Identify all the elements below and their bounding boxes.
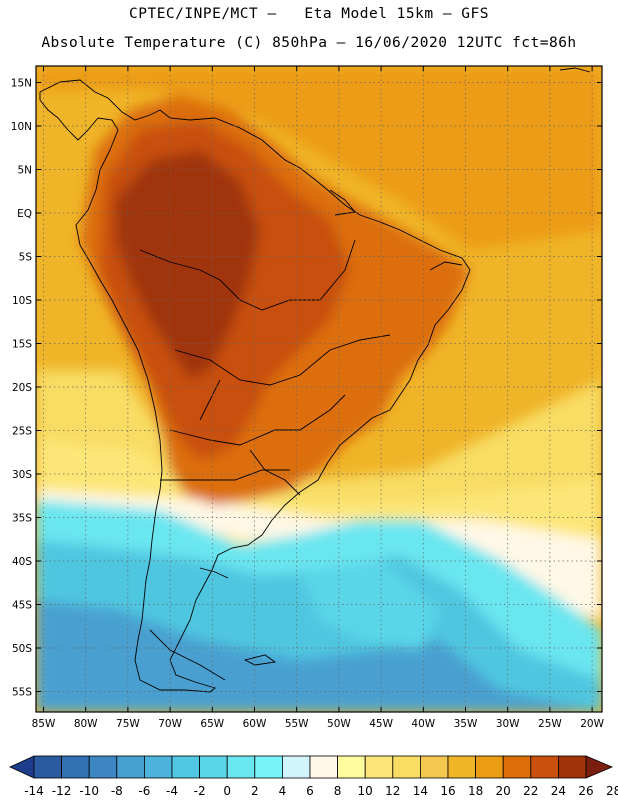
lon-label: 55W bbox=[285, 718, 309, 730]
colorbar-arrow-low bbox=[9, 755, 35, 779]
lon-label: 35W bbox=[454, 718, 478, 730]
colorbar-swatch bbox=[309, 755, 339, 779]
lon-label: 45W bbox=[369, 718, 393, 730]
colorbar-swatch bbox=[447, 755, 477, 779]
temperature-field bbox=[36, 66, 602, 712]
colorbar-swatch bbox=[558, 755, 587, 779]
colorbar-label: -2 bbox=[194, 784, 206, 798]
colorbar-swatch bbox=[88, 755, 118, 779]
title-line-1: CPTEC/INPE/MCT – Eta Model 15km – GFS bbox=[129, 6, 489, 22]
lon-label: 25W bbox=[538, 718, 562, 730]
colorbar-swatch bbox=[143, 755, 173, 779]
colorbar-swatch bbox=[281, 755, 311, 779]
colorbar-label: 24 bbox=[551, 784, 566, 798]
colorbar-swatch bbox=[337, 755, 366, 779]
colorbar-swatch bbox=[61, 755, 90, 779]
lat-label: 30S bbox=[12, 469, 32, 481]
lat-label: 40S bbox=[12, 556, 32, 568]
lat-label: 45S bbox=[12, 600, 32, 612]
colorbar-label: 12 bbox=[385, 784, 400, 798]
colorbar-label: -10 bbox=[79, 784, 99, 798]
colorbar-label: 18 bbox=[468, 784, 483, 798]
lat-label: EQ bbox=[17, 208, 32, 220]
longitude-axis: 85W 80W 75W 70W 65W 60W 55W 50W 45W 40W 35W 30W 25W 2… bbox=[32, 66, 605, 730]
colorbar-label: 8 bbox=[334, 784, 342, 798]
colorbar-label: 14 bbox=[413, 784, 428, 798]
colorbar-label: 2 bbox=[251, 784, 259, 798]
lat-label: 5N bbox=[17, 165, 32, 177]
lon-label: 80W bbox=[74, 718, 98, 730]
lat-label: 25S bbox=[12, 426, 32, 438]
title-line-2: Absolute Temperature (C) 850hPa – 16/06/… bbox=[41, 35, 577, 51]
colorbar-label: 22 bbox=[523, 784, 538, 798]
colorbar-label: 0 bbox=[223, 784, 231, 798]
lon-label: 50W bbox=[327, 718, 351, 730]
colorbar-swatch bbox=[199, 755, 228, 779]
lon-label: 70W bbox=[158, 718, 182, 730]
colorbar-swatch bbox=[116, 755, 145, 779]
lat-label: 20S bbox=[12, 382, 32, 394]
lon-label: 40W bbox=[411, 718, 435, 730]
colorbar-swatch bbox=[419, 755, 449, 779]
lat-label: 15N bbox=[11, 78, 32, 90]
lon-label: 60W bbox=[243, 718, 267, 730]
colorbar-label: 4 bbox=[279, 784, 287, 798]
lon-label: 30W bbox=[496, 718, 520, 730]
lat-label: 10S bbox=[12, 295, 32, 307]
lon-label: 65W bbox=[200, 718, 224, 730]
colorbar-swatch bbox=[502, 755, 532, 779]
lon-label: 75W bbox=[116, 718, 140, 730]
colorbar-label: 10 bbox=[358, 784, 373, 798]
colorbar-label: 28 bbox=[606, 784, 618, 798]
lat-label: 35S bbox=[12, 513, 32, 525]
colorbar-label: 20 bbox=[496, 784, 511, 798]
colorbar-swatch bbox=[33, 755, 63, 779]
colorbar-swatch bbox=[254, 755, 283, 779]
lat-label: 10N bbox=[11, 121, 32, 133]
colorbar-swatch bbox=[475, 755, 504, 779]
colorbar-label: -6 bbox=[138, 784, 150, 798]
colorbar-arrow-high bbox=[585, 755, 614, 779]
colorbar-swatch bbox=[364, 755, 394, 779]
colorbar-swatch bbox=[530, 755, 559, 779]
colorbar: -14 -12 -10 -8 -6 -4 -2 0 2 4 6 8 10 12 14 16 18 20 22 24 26… bbox=[9, 755, 618, 798]
lon-label: 85W bbox=[32, 718, 56, 730]
colorbar-label: -14 bbox=[24, 784, 44, 798]
lat-label: 55S bbox=[12, 687, 32, 699]
map-frame bbox=[35, 65, 603, 713]
lat-label: 50S bbox=[12, 643, 32, 655]
colorbar-label: -8 bbox=[111, 784, 123, 798]
lon-label: 20W bbox=[580, 718, 604, 730]
lat-label: 15S bbox=[12, 339, 32, 351]
colorbar-swatch bbox=[171, 755, 201, 779]
colorbar-label: 16 bbox=[440, 784, 455, 798]
colorbar-label: -12 bbox=[52, 784, 72, 798]
colorbar-label: 6 bbox=[306, 784, 314, 798]
colorbar-swatch bbox=[226, 755, 256, 779]
latitude-axis: 15N 10N 5N EQ 5S 10S 15S 20S 25S 30S 35S 40S 45S 50S 5… bbox=[11, 78, 602, 699]
colorbar-label: -4 bbox=[166, 784, 178, 798]
colorbar-swatch bbox=[392, 755, 421, 779]
colorbar-label: 26 bbox=[578, 784, 593, 798]
lat-label: 5S bbox=[19, 252, 33, 264]
